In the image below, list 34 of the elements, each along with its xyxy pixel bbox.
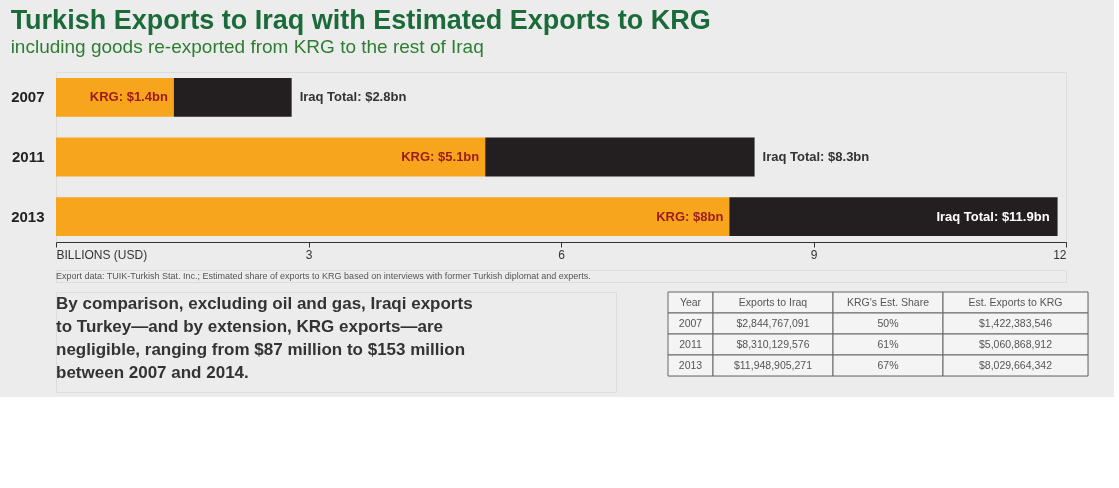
text: 61% xyxy=(877,337,899,350)
data-label: KRG: $8bn xyxy=(656,208,724,224)
text: $1,422,383,546 xyxy=(979,316,1053,329)
text: $11,948,905,271 xyxy=(733,358,813,371)
text: Est. Exports to KRG xyxy=(968,295,1063,308)
data-label: KRG: $1.4bn xyxy=(89,89,168,105)
text: $5,060,868,912 xyxy=(979,337,1053,350)
text: $2,844,767,091 xyxy=(736,316,810,329)
text: Exports to Iraq xyxy=(738,295,808,308)
x-tick-label: 3 xyxy=(305,247,313,262)
annotation: Iraq Total: $8.3bn xyxy=(762,149,870,164)
text: 2011 xyxy=(679,337,702,350)
x-tick-label: 9 xyxy=(810,247,818,262)
annotation: Iraq Total: $11.9bn xyxy=(936,208,1050,224)
text: 2007 xyxy=(678,316,703,329)
text: KRG's Est. Share xyxy=(847,295,930,308)
text: $8,310,129,576 xyxy=(736,337,810,350)
data-label: KRG: $5.1bn xyxy=(401,149,480,164)
text: Year xyxy=(679,295,702,308)
text: Export data: TUIK-Turkish Stat. Inc.; Estimated share of exports to KRG based on interviews with former Turkish diplomat and experts. xyxy=(56,271,591,281)
chart-title: Turkish Exports to Iraq with Estimated Exports to KRG xyxy=(10,5,711,35)
text: 67% xyxy=(877,358,899,371)
chart-subtitle: including goods re-exported from KRG to the rest of Iraq xyxy=(10,36,484,57)
x-tick-label: BILLIONS (USD) xyxy=(56,247,148,262)
text: 2013 xyxy=(678,358,703,371)
y-tick-label: 2013 xyxy=(11,207,45,225)
text: $8,029,664,342 xyxy=(979,358,1053,371)
annotation: Iraq Total: $2.8bn xyxy=(299,89,407,105)
text: 50% xyxy=(877,316,899,329)
y-tick-label: 2007 xyxy=(11,88,45,106)
text: By comparison, excluding oil and gas, Iraqi exports to Turkey—and by extension, KRG exports—are negligible, ranging from $87 million to $153 million between 2007 and 2014. xyxy=(56,294,473,382)
x-tick-label: 6 xyxy=(558,247,566,262)
y-tick-label: 2011 xyxy=(11,148,45,165)
x-tick-label: 12 xyxy=(1053,247,1067,262)
